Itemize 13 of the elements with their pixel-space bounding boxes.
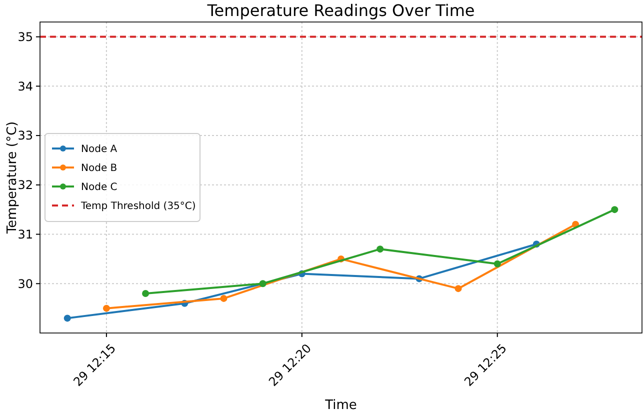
y-tick-label: 33 <box>18 128 33 143</box>
y-tick-label: 35 <box>18 30 33 44</box>
legend-label: Node A <box>81 144 118 155</box>
chart-title: Temperature Readings Over Time <box>206 1 475 20</box>
y-tick-label: 30 <box>18 276 33 291</box>
legend-label: Temp Threshold (35°C) <box>80 201 196 212</box>
y-tick-label: 34 <box>18 79 33 94</box>
y-tick-label: 32 <box>18 178 33 192</box>
legend-label: Node B <box>81 163 118 174</box>
x-axis-title: Time <box>324 398 357 413</box>
y-axis-title: Temperature (°C) <box>5 121 20 235</box>
legend-label: Node C <box>81 182 118 193</box>
y-tick-label: 31 <box>18 227 33 242</box>
